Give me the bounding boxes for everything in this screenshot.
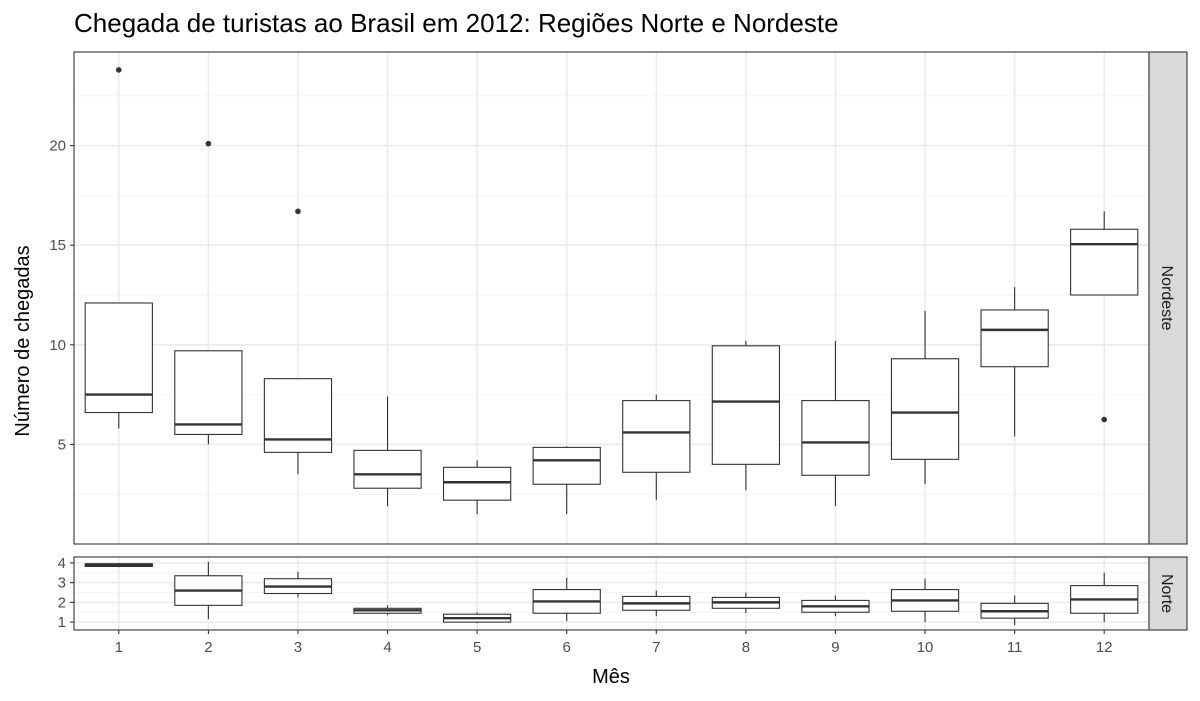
y-tick-label: 5 (58, 436, 66, 453)
x-axis: 1 2 3 4 5 6 7 8 9 10 11 12 (115, 630, 1113, 656)
box-month-11 (980, 287, 1049, 437)
x-tick-label: 7 (652, 639, 660, 656)
box-iqr (1070, 228, 1139, 296)
box-month-1 (84, 562, 153, 568)
x-tick-label: 9 (831, 639, 839, 656)
box-iqr (890, 358, 960, 460)
x-tick-label: 5 (473, 639, 481, 656)
box-iqr (442, 466, 512, 501)
facets-layer: 5 10 15 20 Nordeste 1 2 3 4 Norte (49, 51, 1188, 631)
box-iqr (84, 302, 153, 414)
box-month-2 (174, 561, 243, 620)
box-month-1 (84, 67, 153, 429)
box-iqr (174, 350, 243, 435)
box-month-5 (442, 612, 512, 624)
x-tick-label: 6 (563, 639, 571, 656)
y-tick-label: 15 (49, 237, 66, 254)
box-month-10 (890, 578, 960, 623)
x-axis-title: Mês (592, 666, 630, 688)
y-tick-label: 10 (49, 337, 66, 354)
facet-strip (1148, 51, 1188, 545)
box-month-11 (980, 595, 1049, 626)
box-iqr (980, 309, 1049, 368)
outlier-point (295, 208, 301, 215)
facet-panel-nordeste: 5 10 15 20 Nordeste (49, 51, 1188, 545)
x-tick-label: 8 (742, 639, 750, 656)
facet-strip-label: Norte (1158, 574, 1175, 613)
box-iqr (532, 446, 601, 485)
outlier-point (1101, 416, 1108, 423)
box-month-8 (711, 592, 781, 614)
box-month-6 (532, 577, 601, 622)
x-tick-label: 11 (1007, 639, 1023, 656)
box-month-4 (353, 605, 422, 616)
x-tick-label: 1 (115, 639, 123, 656)
facet-strip-label: Nordeste (1158, 266, 1175, 331)
y-tick-label: 20 (49, 138, 66, 155)
x-tick-label: 4 (383, 639, 391, 656)
box-month-3 (263, 571, 333, 598)
y-tick-label: 1 (58, 614, 66, 631)
outlier-point (205, 140, 212, 147)
y-axis-title: Número de chegadas (12, 245, 34, 436)
box-month-9 (801, 595, 870, 617)
y-tick-label: 4 (58, 555, 66, 572)
box-iqr (263, 378, 333, 453)
box-month-8 (711, 340, 781, 491)
box-month-9 (801, 340, 870, 507)
outlier-point (115, 67, 122, 73)
box-month-3 (263, 208, 333, 475)
box-iqr (801, 400, 870, 476)
box-month-7 (622, 590, 691, 617)
facet-strip (1148, 556, 1188, 631)
box-month-6 (532, 446, 601, 515)
chart-title: Chegada de turistas ao Brasil em 2012: R… (74, 8, 839, 38)
box-month-7 (622, 394, 691, 501)
box-month-2 (174, 140, 243, 445)
box-month-12 (1070, 211, 1139, 423)
x-tick-label: 3 (294, 639, 302, 656)
x-tick-label: 2 (204, 639, 212, 656)
y-tick-label: 2 (58, 594, 66, 611)
box-month-4 (353, 396, 422, 507)
y-tick-label: 3 (58, 575, 66, 592)
x-tick-label: 10 (917, 639, 934, 656)
x-tick-label: 12 (1096, 639, 1113, 656)
facet-panel-norte: 1 2 3 4 Norte (58, 555, 1188, 631)
box-month-5 (442, 460, 512, 515)
box-month-12 (1070, 572, 1139, 623)
box-iqr (622, 400, 691, 473)
box-iqr (711, 345, 781, 465)
box-month-10 (890, 310, 960, 485)
box-iqr (353, 449, 422, 489)
